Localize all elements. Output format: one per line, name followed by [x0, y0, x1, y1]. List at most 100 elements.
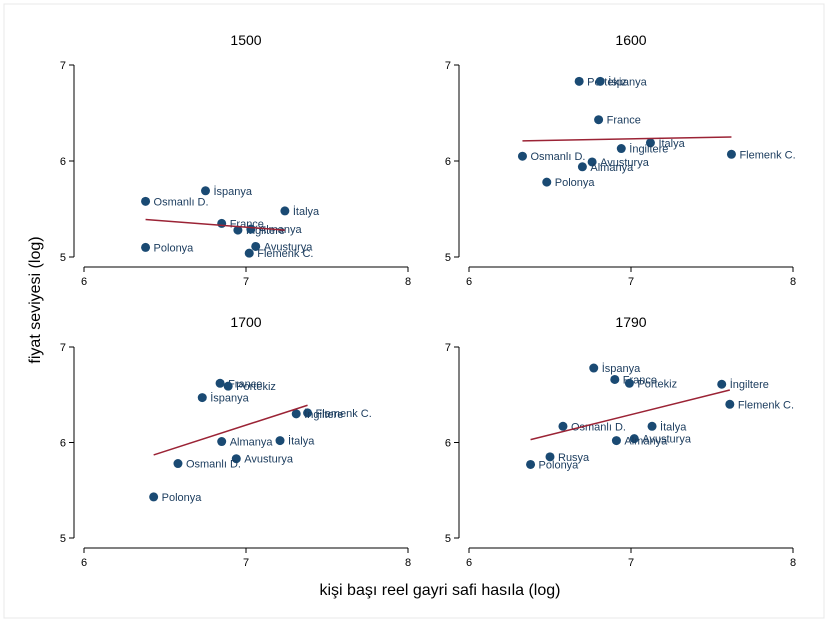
- y-tick-label: 7: [60, 342, 66, 354]
- point-label: Polonya: [162, 492, 203, 504]
- data-point: [545, 452, 555, 462]
- panels: 1500 5 6 7 6 7 8 İspanya Osmanlı D. France İngilte…: [60, 32, 796, 569]
- point-label: İspanya: [214, 185, 253, 198]
- y-tick-label: 6: [60, 156, 66, 168]
- x-tick-label: 8: [790, 276, 796, 288]
- y-tick-label: 6: [445, 156, 451, 168]
- data-point: [217, 218, 227, 228]
- data-point: [173, 459, 183, 469]
- x-tick-label: 6: [81, 557, 87, 569]
- point-label: İspanya: [602, 362, 641, 375]
- data-point: [280, 206, 290, 216]
- data-point: [589, 363, 599, 373]
- data-point: [141, 196, 151, 206]
- point-label: Avusturya: [244, 454, 294, 466]
- point-label: Almanya: [230, 437, 274, 449]
- point-label: İtalya: [288, 435, 315, 448]
- data-point: [616, 144, 626, 154]
- data-point: [231, 454, 241, 464]
- data-point: [629, 434, 639, 444]
- point-label: Portekiz: [637, 378, 677, 390]
- y-tick-label: 7: [445, 60, 451, 72]
- point-label: İngiltere: [304, 408, 343, 421]
- x-tick-label: 6: [81, 276, 87, 288]
- data-point: [291, 409, 301, 419]
- x-tick-label: 7: [243, 557, 249, 569]
- data-point: [517, 151, 527, 161]
- data-point: [647, 421, 657, 431]
- x-tick-label: 7: [243, 276, 249, 288]
- x-tick-label: 7: [628, 276, 634, 288]
- data-point: [141, 242, 151, 252]
- point-label: İspanya: [210, 392, 249, 405]
- data-point: [725, 399, 735, 409]
- y-tick-label: 6: [60, 438, 66, 450]
- point-label: İspanya: [608, 75, 647, 88]
- point-label: France: [228, 378, 262, 390]
- x-axis-label: kişi başı reel gayri safi hasıla (log): [320, 582, 561, 599]
- data-point: [251, 241, 261, 251]
- point-label: Avusturya: [600, 157, 650, 169]
- data-point: [215, 378, 225, 388]
- point-label: Avusturya: [642, 434, 692, 446]
- data-point: [726, 149, 736, 159]
- point-label: Polonya: [539, 459, 580, 471]
- data-point: [624, 378, 634, 388]
- data-point: [233, 225, 243, 235]
- point-label: Osmanlı D.: [154, 196, 209, 208]
- panel-title: 1500: [230, 32, 261, 48]
- data-point: [577, 162, 587, 172]
- fit-line: [530, 389, 731, 441]
- x-tick-label: 6: [466, 557, 472, 569]
- data-point: [201, 186, 210, 196]
- figure-border: [3, 3, 825, 619]
- point-label: France: [607, 115, 641, 127]
- y-tick-label: 5: [445, 533, 451, 545]
- point-label: Polonya: [555, 177, 596, 189]
- data-point: [149, 492, 159, 502]
- data-point: [574, 76, 584, 86]
- data-point: [611, 436, 621, 446]
- point-label: İtalya: [293, 205, 320, 218]
- x-tick-label: 8: [790, 557, 796, 569]
- x-tick-label: 8: [405, 557, 411, 569]
- y-tick-label: 6: [445, 438, 451, 450]
- data-point: [246, 224, 256, 234]
- y-tick-label: 5: [60, 533, 66, 545]
- y-axis-label: fiyat seviyesi (log): [27, 236, 44, 363]
- data-point: [610, 374, 620, 384]
- fit-line: [145, 218, 285, 231]
- panel-title: 1700: [230, 314, 261, 330]
- data-point: [244, 248, 254, 258]
- point-label: Almanya: [624, 436, 668, 448]
- point-label: İtalya: [658, 137, 685, 150]
- point-label: Portekiz: [236, 381, 276, 393]
- data-point: [645, 138, 655, 148]
- panel-title: 1600: [615, 32, 646, 48]
- y-tick-label: 5: [445, 252, 451, 264]
- point-label: Osmanlı D.: [530, 151, 585, 163]
- data-point: [223, 381, 233, 391]
- point-label: Osmanlı D.: [186, 459, 241, 471]
- point-label: Polonya: [154, 242, 195, 254]
- point-label: İtalya: [660, 420, 687, 433]
- data-point: [303, 408, 313, 418]
- point-label: Flemenk C.: [316, 408, 372, 420]
- point-label: Osmanlı D.: [571, 421, 626, 433]
- y-tick-label: 5: [60, 252, 66, 264]
- data-point: [717, 379, 727, 389]
- point-label: Rusya: [558, 452, 590, 464]
- y-tick-label: 7: [445, 342, 451, 354]
- data-point: [542, 177, 552, 187]
- data-point: [197, 393, 207, 403]
- panel-title: 1790: [615, 314, 646, 330]
- data-point: [587, 157, 597, 167]
- fit-line: [153, 404, 308, 456]
- data-point: [558, 421, 568, 431]
- y-tick-label: 7: [60, 60, 66, 72]
- point-label: Flemenk C.: [738, 399, 794, 411]
